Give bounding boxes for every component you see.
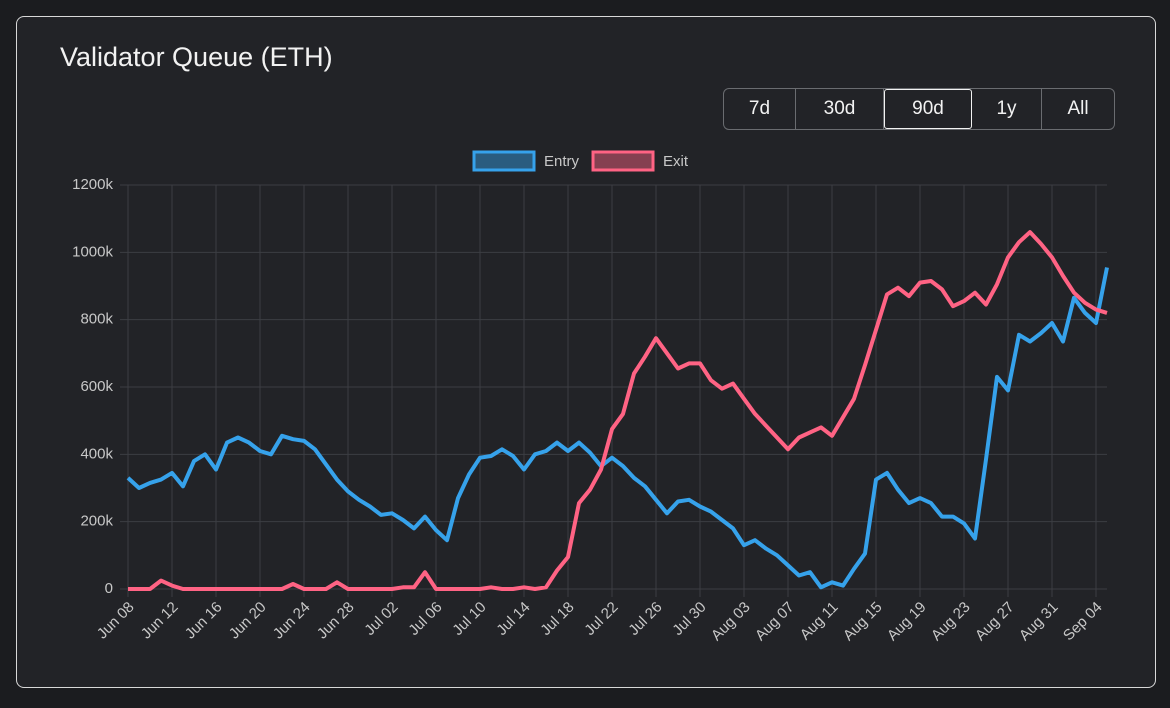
x-tick-label: Aug 23 bbox=[928, 599, 974, 645]
range-button[interactable]: All bbox=[1067, 98, 1089, 119]
x-tick-label: Jul 02 bbox=[361, 599, 401, 639]
x-tick-label: Jul 30 bbox=[669, 599, 709, 639]
y-tick-label: 800k bbox=[80, 311, 113, 328]
legend-label[interactable]: Exit bbox=[663, 153, 689, 170]
range-button[interactable]: 1y bbox=[972, 89, 1042, 129]
series-line bbox=[126, 267, 1109, 590]
x-tick-label: Aug 11 bbox=[797, 599, 842, 644]
legend-label[interactable]: Entry bbox=[544, 153, 580, 170]
x-tick-label: Jun 16 bbox=[182, 599, 226, 643]
y-tick-label: 600k bbox=[80, 378, 113, 395]
x-tick-label: Jun 20 bbox=[226, 599, 270, 643]
x-tick-label: Aug 07 bbox=[752, 599, 798, 645]
y-tick-label: 1200k bbox=[72, 176, 113, 193]
x-tick-label: Jun 12 bbox=[138, 599, 182, 643]
range-button[interactable]: 30d bbox=[796, 89, 884, 129]
y-tick-label: 400k bbox=[80, 445, 113, 462]
card-title: Validator Queue (ETH) bbox=[60, 42, 333, 72]
series-line bbox=[128, 230, 1108, 591]
legend-swatch[interactable] bbox=[472, 150, 536, 172]
x-tick-label: Aug 31 bbox=[1016, 599, 1062, 645]
y-tick-label: 0 bbox=[105, 580, 113, 597]
x-tick-label: Jul 26 bbox=[625, 599, 665, 639]
y-tick-label: 1000k bbox=[72, 243, 113, 260]
x-tick-label: Jul 18 bbox=[537, 599, 577, 639]
x-tick-label: Jun 08 bbox=[94, 599, 138, 643]
x-tick-label: Aug 03 bbox=[708, 599, 754, 645]
range-selector: 7d 30d 90d 1y All bbox=[723, 88, 1115, 130]
legend-swatch[interactable] bbox=[591, 150, 655, 172]
x-tick-label: Jul 22 bbox=[581, 599, 621, 639]
y-tick-label: 200k bbox=[80, 513, 113, 530]
x-tick-label: Sep 04 bbox=[1060, 599, 1106, 645]
x-tick-label: Aug 15 bbox=[840, 599, 886, 645]
range-button[interactable]: 90d bbox=[884, 89, 972, 129]
x-tick-label: Jul 10 bbox=[449, 599, 489, 639]
x-tick-label: Jul 14 bbox=[493, 599, 533, 639]
x-tick-label: Jul 06 bbox=[405, 599, 445, 639]
x-tick-label: Jun 24 bbox=[270, 599, 314, 643]
x-tick-label: Aug 27 bbox=[972, 599, 1018, 645]
x-tick-label: Aug 19 bbox=[884, 599, 930, 645]
range-button[interactable]: 7d bbox=[724, 89, 796, 129]
x-tick-label: Jun 28 bbox=[314, 599, 358, 643]
